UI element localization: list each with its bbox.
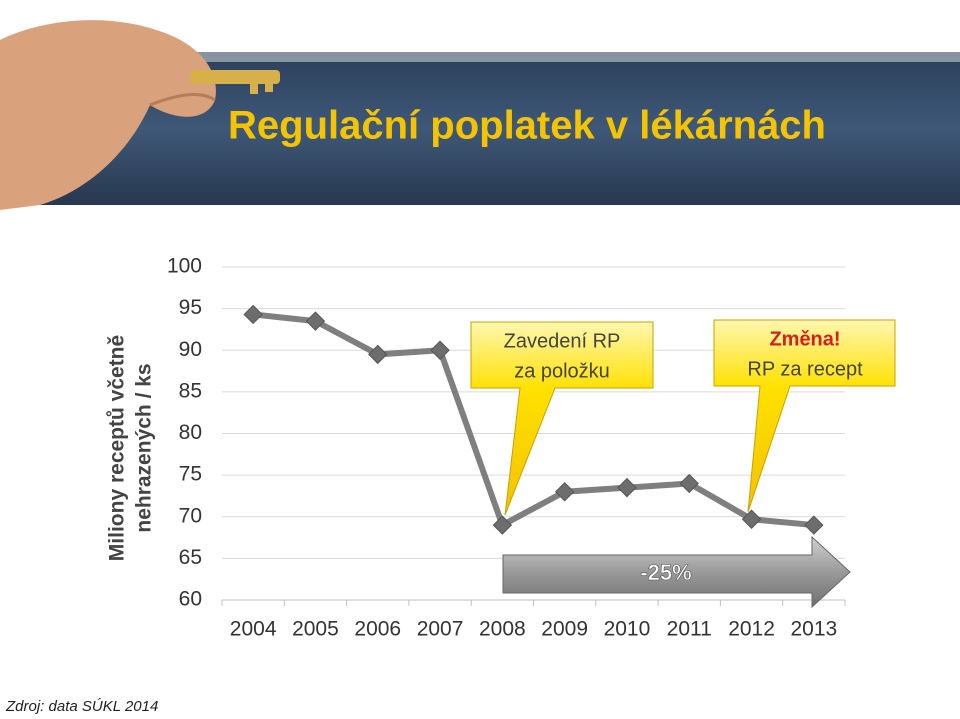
y-tick-label: 85 bbox=[179, 379, 202, 402]
y-tick-label: 65 bbox=[179, 546, 202, 569]
x-tick-label: 2005 bbox=[292, 618, 339, 641]
change-arrow bbox=[502, 535, 851, 609]
y-tick-label: 75 bbox=[179, 463, 202, 486]
x-tick-label: 2006 bbox=[354, 618, 401, 641]
x-tick-label: 2012 bbox=[728, 618, 775, 641]
data-point bbox=[492, 515, 513, 535]
x-tick-label: 2013 bbox=[790, 618, 837, 641]
x-tick-label: 2009 bbox=[541, 618, 588, 641]
x-tick-label: 2008 bbox=[479, 618, 526, 641]
callout-text: Zavedení RP bbox=[504, 330, 621, 352]
y-tick-label: 90 bbox=[179, 338, 202, 361]
hand-illustration bbox=[0, 20, 280, 210]
data-point bbox=[679, 473, 699, 494]
x-tick-label: 2007 bbox=[417, 618, 464, 641]
y-tick-label: 80 bbox=[179, 421, 202, 444]
callout bbox=[713, 319, 896, 513]
data-point bbox=[554, 482, 575, 502]
x-tick-label: 2004 bbox=[230, 618, 277, 641]
data-point bbox=[243, 304, 263, 325]
y-axis-label: Miliony receptů včetně bbox=[106, 335, 129, 561]
slide-title: Regulační poplatek v lékárnách bbox=[228, 104, 826, 148]
y-tick-label: 60 bbox=[179, 588, 202, 611]
y-tick-label: 100 bbox=[167, 255, 202, 278]
callout-text: za položku bbox=[514, 360, 610, 382]
data-point bbox=[368, 344, 388, 365]
x-tick-label: 2011 bbox=[667, 618, 712, 641]
data-point bbox=[741, 509, 762, 529]
data-point bbox=[617, 477, 637, 498]
y-tick-label: 95 bbox=[179, 296, 202, 319]
callout-text: RP za recept bbox=[747, 358, 863, 380]
data-point bbox=[305, 311, 326, 331]
callout-text: Změna! bbox=[769, 328, 840, 350]
arrow-label: -25% bbox=[640, 560, 691, 585]
data-point bbox=[804, 515, 824, 535]
callout bbox=[470, 321, 654, 516]
data-line bbox=[252, 311, 815, 529]
source-note: Zdroj: data SÚKL 2014 bbox=[5, 698, 158, 715]
data-point bbox=[430, 340, 450, 360]
header-edge bbox=[0, 52, 960, 62]
x-tick-label: 2010 bbox=[604, 618, 651, 641]
y-tick-label: 70 bbox=[179, 504, 202, 527]
y-axis-label: nehrazených / ks bbox=[133, 363, 156, 532]
